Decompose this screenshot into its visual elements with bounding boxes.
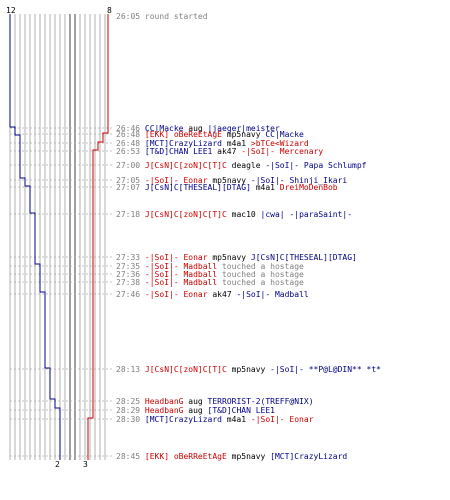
event-text: |jaeger|meister (207, 124, 280, 133)
event-time: 27:18 (116, 210, 141, 219)
event-text: mp5navy (226, 452, 271, 461)
event-time: 27:38 (116, 278, 141, 287)
event-text: [MCT]CrazyLizard (270, 452, 348, 461)
event-text: -|SoI|- Madball (144, 262, 218, 271)
event-text: [T&D]CHAN LEE1 (207, 406, 275, 415)
event-text: m4a1 (221, 139, 251, 148)
event-text: -|SoI|- Papa Schlumpf (265, 161, 367, 170)
event-text: CC|Macke (265, 130, 304, 139)
event-row: 28:45 [EKK] oBeRReEtAgE mp5navy [MCT]Cra… (116, 452, 347, 461)
event-time: 28:30 (116, 415, 141, 424)
event-time: 28:13 (116, 365, 141, 374)
event-text: mac10 (226, 210, 261, 219)
event-text: mp5navy (226, 365, 271, 374)
event-time: 26:46 (116, 124, 141, 133)
event-text: J[CsN]C[THESEAL][DTAG] (144, 183, 251, 192)
event-text: ak47 (212, 147, 242, 156)
event-text: round started (144, 12, 208, 21)
blue-team-line (9, 14, 61, 460)
event-text: -|SoI|- Eonar (144, 253, 208, 262)
event-text: [EKK] oBeReEtAgE (144, 130, 222, 139)
event-row: 27:07 J[CsN]C[THESEAL][DTAG] m4a1 DreiMo… (116, 183, 338, 192)
event-row: 27:46 -|SoI|- Eonar ak47 -|SoI|- Madball (116, 290, 309, 299)
event-row: 27:33 -|SoI|- Eonar mp5navy J[CsN]C[THES… (116, 253, 357, 262)
event-text: HeadbanG (144, 406, 184, 415)
event-text: m4a1 (250, 183, 280, 192)
event-text: HeadbanG (144, 397, 184, 406)
event-text: m4a1 (221, 415, 251, 424)
red-team-line (87, 14, 109, 460)
event-time: 26:48 (116, 130, 141, 139)
event-text: mp5navy (221, 130, 266, 139)
event-text: aug (183, 406, 208, 415)
event-row: 27:38 -|SoI|- Madball touched a hostage (116, 278, 304, 287)
event-text: J[CsN]C[THESEAL][DTAG] (250, 253, 357, 262)
event-time: 27:33 (116, 253, 141, 262)
event-time: 28:29 (116, 406, 141, 415)
event-text: >bTCe<Wizard (250, 139, 309, 148)
event-time: 27:00 (116, 161, 141, 170)
event-text: -|SoI|- Madball (236, 290, 309, 299)
event-text: -|SoI|- Mercenary (241, 147, 324, 156)
blue-start-count: 12 (6, 6, 16, 15)
event-text: -|SoI|- Madball (144, 278, 218, 287)
event-text: touched a hostage (217, 262, 304, 271)
event-text: mp5navy (207, 253, 251, 262)
event-time: 26:48 (116, 139, 141, 148)
event-row: 27:05 -|SoI|- Eonar mp5navy -|SoI|- Shin… (116, 176, 347, 185)
event-time: 27:35 (116, 262, 141, 271)
event-time: 27:05 (116, 176, 141, 185)
event-row: 28:30 [MCT]CrazyLizard m4a1 -|SoI|- Eona… (116, 415, 314, 424)
blue-end-count: 2 (55, 460, 60, 469)
event-time: 27:07 (116, 183, 141, 192)
event-row: 27:00 J[CsN]C[zoN]C[T]C deagle -|SoI|- P… (116, 161, 367, 170)
event-text: aug (183, 397, 208, 406)
event-text: deagle (226, 161, 266, 170)
event-text: -|SoI|- Madball (144, 270, 218, 279)
event-text: J[CsN]C[zoN]C[T]C (144, 210, 227, 219)
event-text: -|SoI|- Eonar (144, 176, 208, 185)
event-row: 26:46 CC|Macke aug |jaeger|meister (116, 124, 280, 133)
event-text: [MCT]CrazyLizard (144, 139, 222, 148)
event-text: TERRORIST-2(TREFF@NIX) (207, 397, 314, 406)
event-text: |cwa| -|paraSaint|- (260, 210, 353, 219)
event-row: 26:53 [T&D]CHAN LEE1 ak47 -|SoI|- Mercen… (116, 147, 323, 156)
event-text: [EKK] oBeRReEtAgE (144, 452, 227, 461)
event-text: -|SoI|- Eonar (144, 290, 208, 299)
event-time: 28:25 (116, 397, 141, 406)
event-text: J[CsN]C[zoN]C[T]C (144, 365, 227, 374)
event-row: 26:48 [EKK] oBeReEtAgE mp5navy CC|Macke (116, 130, 304, 139)
event-row: 28:13 J[CsN]C[zoN]C[T]C mp5navy -|SoI|- … (116, 365, 381, 374)
event-text: J[CsN]C[zoN]C[T]C (144, 161, 227, 170)
event-text: [T&D]CHAN LEE1 (144, 147, 213, 156)
event-text: mp5navy (207, 176, 251, 185)
event-time: 28:45 (116, 452, 141, 461)
event-text: aug (183, 124, 208, 133)
event-time: 26:53 (116, 147, 141, 156)
red-end-count: 3 (83, 460, 88, 469)
event-time: 26:05 (116, 12, 141, 21)
event-text: CC|Macke (144, 124, 184, 133)
event-text: touched a hostage (217, 270, 304, 279)
event-text: -|SoI|- **P@L@DIN** *t* (270, 365, 381, 374)
red-start-count: 8 (107, 6, 112, 15)
event-time: 27:46 (116, 290, 141, 299)
event-text: [MCT]CrazyLizard (144, 415, 222, 424)
event-row: 27:35 -|SoI|- Madball touched a hostage (116, 262, 304, 271)
event-row: 28:25 HeadbanG aug TERRORIST-2(TREFF@NIX… (116, 397, 314, 406)
event-text: -|SoI|- Eonar (250, 415, 314, 424)
event-row: 27:36 -|SoI|- Madball touched a hostage (116, 270, 304, 279)
event-row: 28:29 HeadbanG aug [T&D]CHAN LEE1 (116, 406, 275, 415)
event-text: touched a hostage (217, 278, 304, 287)
event-text: -|SoI|- Shinji_Ikari (250, 176, 348, 185)
event-row: 26:05 round started (116, 12, 208, 21)
event-time: 27:36 (116, 270, 141, 279)
event-row: 27:18 J[CsN]C[zoN]C[T]C mac10 |cwa| -|pa… (116, 210, 352, 219)
event-text: ak47 (207, 290, 237, 299)
event-text: DreiMoDenBob (279, 183, 338, 192)
event-row: 26:48 [MCT]CrazyLizard m4a1 >bTCe<Wizard (116, 139, 309, 148)
